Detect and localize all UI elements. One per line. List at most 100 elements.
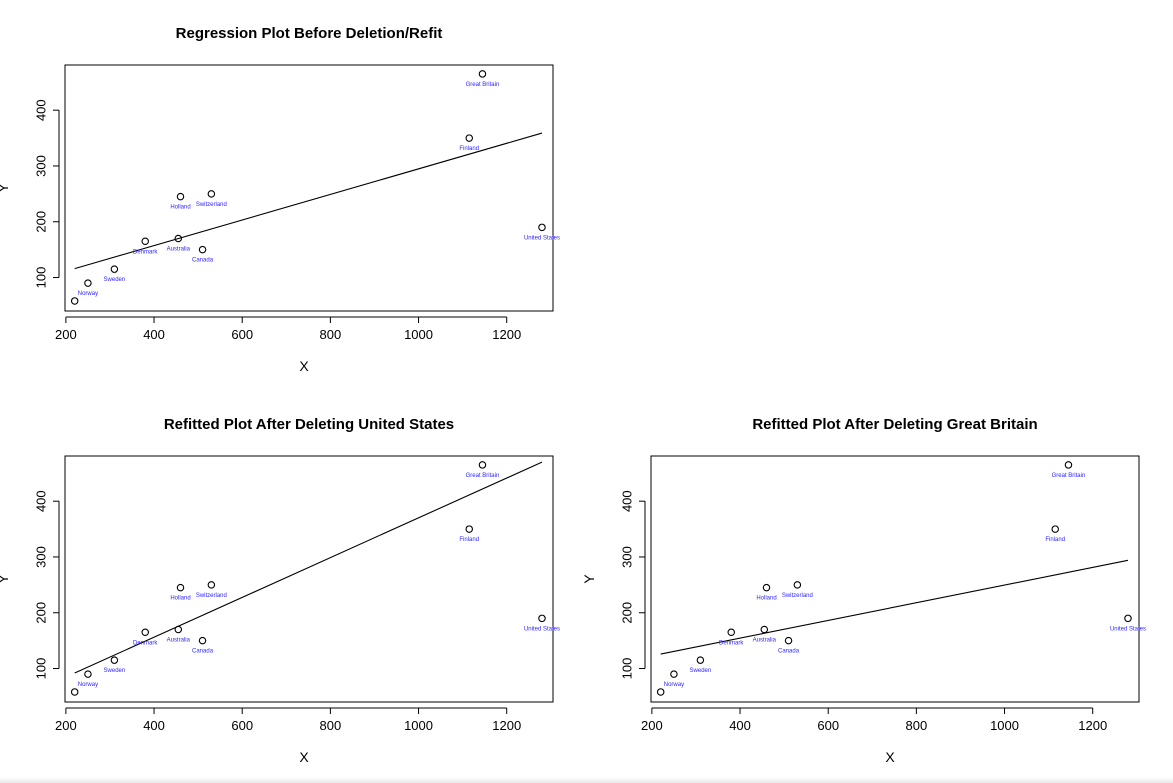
x-tick-label-p3-4: 1000: [990, 718, 1019, 733]
y-tick-label-p1-1: 200: [34, 211, 49, 233]
regression-line-p2: [74, 461, 543, 674]
y-tick-label-p1-0: 100: [34, 267, 49, 289]
x-tick-label-p1-0: 200: [55, 327, 77, 342]
regression-line-p3: [660, 559, 1129, 655]
data-point-p1-5: [176, 192, 185, 201]
x-tick-label-p2-5: 1200: [492, 718, 521, 733]
data-point-p3-6: [793, 581, 802, 589]
data-point-p2-3: [141, 628, 149, 637]
x-axis-label-p3: X: [885, 749, 895, 765]
data-point-p3-1: [656, 688, 665, 696]
regression-line-p1: [74, 132, 543, 270]
window-bottom-edge: [0, 777, 1173, 783]
chart-title-p3: Refitted Plot After Deleting Great Brita…: [752, 416, 1037, 433]
data-point-p1-3: [141, 237, 149, 246]
point-label-p1-3: Denmark: [133, 249, 158, 255]
data-point-p3-2: [696, 656, 705, 664]
point-label-p2-2: Sweden: [104, 668, 126, 674]
data-point-p1-2: [110, 265, 119, 273]
y-tick-label-p1-2: 300: [34, 155, 49, 177]
point-label-p3-7: Canada: [778, 649, 800, 655]
x-tick-label-p2-0: 200: [55, 718, 77, 733]
data-point-p2-6: [207, 581, 216, 589]
data-point-p3-4: [760, 625, 769, 634]
data-point-p3-9: [1064, 461, 1073, 469]
point-label-p2-4: Australia: [167, 637, 191, 643]
data-point-p3-5: [762, 583, 771, 592]
x-tick-label-p1-4: 1000: [404, 327, 433, 342]
data-point-p3-7: [784, 636, 793, 645]
y-tick-label-p2-2: 300: [34, 546, 49, 568]
point-label-p2-0: Norway: [78, 682, 98, 688]
data-point-p1-8: [465, 134, 473, 142]
x-tick-label-p3-3: 800: [906, 718, 928, 733]
data-point-p2-2: [110, 656, 119, 664]
y-axis-label-p2: Y: [0, 574, 11, 584]
data-point-p3-10: [1124, 614, 1132, 623]
point-label-p2-9: Great Britain: [466, 473, 500, 479]
point-label-p3-10: United States: [1110, 626, 1146, 632]
chart-title-p1: Regression Plot Before Deletion/Refit: [176, 25, 443, 42]
plot-frame-p1: [64, 64, 554, 312]
y-axis-label-p3: Y: [581, 574, 597, 584]
y-tick-label-p3-2: 300: [620, 546, 635, 568]
point-label-p3-6: Switzerland: [782, 593, 813, 599]
data-point-p1-10: [538, 223, 546, 232]
plot-frame-p2: [64, 455, 554, 703]
point-label-p3-3: Denmark: [719, 640, 744, 646]
y-tick-label-p3-3: 400: [620, 490, 635, 512]
y-tick-label-p1-3: 400: [34, 99, 49, 121]
x-tick-label-p2-2: 600: [231, 718, 253, 733]
point-label-p1-7: Canada: [192, 258, 214, 264]
x-axis-label-p1: X: [299, 358, 309, 374]
x-tick-label-p3-5: 1200: [1078, 718, 1107, 733]
point-label-p1-8: Finland: [459, 146, 479, 152]
data-point-p2-7: [198, 636, 207, 645]
x-tick-label-p1-3: 800: [320, 327, 342, 342]
point-label-p2-10: United States: [524, 626, 560, 632]
x-tick-label-p1-5: 1200: [492, 327, 521, 342]
x-tick-label-p2-3: 800: [320, 718, 342, 733]
data-point-p3-8: [1051, 525, 1059, 533]
data-point-p2-4: [174, 625, 183, 634]
point-label-p1-9: Great Britain: [466, 82, 500, 88]
point-label-p3-9: Great Britain: [1052, 473, 1086, 479]
point-label-p1-5: Holland: [170, 205, 190, 211]
data-point-p1-6: [207, 190, 216, 198]
y-tick-label-p2-1: 200: [34, 602, 49, 624]
x-tick-label-p2-4: 1000: [404, 718, 433, 733]
x-tick-label-p3-0: 200: [641, 718, 663, 733]
y-tick-label-p2-0: 100: [34, 658, 49, 680]
point-label-p3-4: Australia: [753, 637, 777, 643]
data-point-p1-7: [198, 245, 207, 254]
data-point-p1-0: [84, 279, 92, 287]
plot-frame-p3: [650, 455, 1140, 703]
data-point-p2-5: [176, 583, 185, 592]
y-axis-label-p1: Y: [0, 183, 11, 193]
x-tick-label-p2-1: 400: [143, 718, 165, 733]
point-label-p1-6: Switzerland: [196, 202, 227, 208]
point-label-p1-4: Australia: [167, 246, 191, 252]
x-tick-label-p3-2: 600: [817, 718, 839, 733]
point-label-p1-10: United States: [524, 235, 560, 241]
point-label-p2-7: Canada: [192, 649, 214, 655]
data-point-p2-8: [465, 525, 473, 533]
data-point-p2-1: [70, 688, 79, 696]
point-label-p2-5: Holland: [170, 596, 190, 602]
data-point-p2-0: [84, 670, 92, 678]
data-point-p1-1: [70, 297, 79, 305]
x-tick-label-p1-1: 400: [143, 327, 165, 342]
point-label-p1-0: Norway: [78, 291, 98, 297]
point-label-p2-8: Finland: [459, 537, 479, 543]
x-axis-label-p2: X: [299, 749, 309, 765]
y-tick-label-p3-1: 200: [620, 602, 635, 624]
point-label-p2-6: Switzerland: [196, 593, 227, 599]
chart-title-p2: Refitted Plot After Deleting United Stat…: [164, 416, 454, 433]
x-tick-label-p3-1: 400: [729, 718, 751, 733]
point-label-p3-2: Sweden: [690, 668, 712, 674]
point-label-p3-5: Holland: [756, 596, 776, 602]
data-point-p1-4: [174, 234, 183, 243]
y-tick-label-p3-0: 100: [620, 658, 635, 680]
data-point-p1-9: [478, 70, 487, 78]
